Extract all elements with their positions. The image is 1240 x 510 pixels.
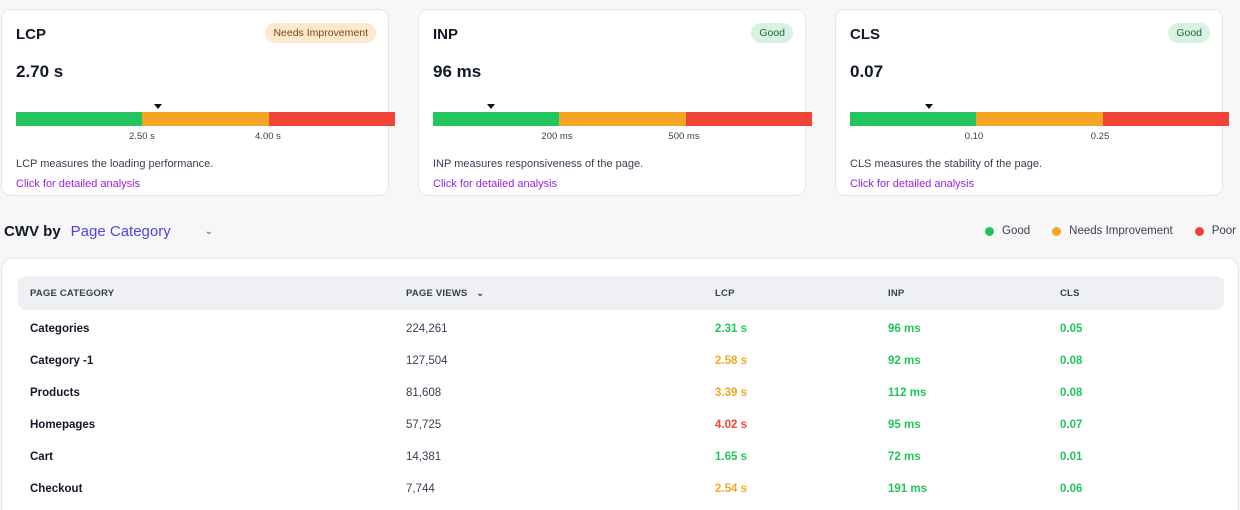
cls-marker bbox=[925, 104, 933, 109]
legend-label: Poor bbox=[1211, 225, 1236, 237]
table-row: Cart 14,381 1.65 s 72 ms 0.01 bbox=[18, 442, 1224, 474]
header-cls: CLS bbox=[1060, 288, 1080, 299]
cls-card: CLS Good 0.07 0.10 0.25 CLS measures the… bbox=[835, 9, 1229, 196]
legend-item-poor: Poor bbox=[1194, 225, 1236, 237]
dropdown-selected-value: Page Category bbox=[70, 223, 171, 240]
cwv-by-header: CWV by Page Category ⌄ bbox=[4, 223, 213, 240]
good-segment bbox=[16, 112, 143, 126]
header-page-views-label: PAGE VIEWS bbox=[406, 288, 468, 299]
row-lcp: 2.54 s bbox=[715, 483, 747, 495]
inp-title: INP bbox=[433, 26, 459, 43]
row-page-category: Category -1 bbox=[30, 355, 94, 367]
page-category-dropdown[interactable]: Page Category ⌄ bbox=[71, 223, 213, 240]
lcp-card: LCP Needs Improvement 2.70 s 2.50 s 4.00… bbox=[1, 9, 395, 196]
table-row: Homepages 57,725 4.02 s 95 ms 0.07 bbox=[18, 410, 1224, 442]
inp-threshold-bar bbox=[433, 112, 812, 126]
good-segment bbox=[433, 112, 560, 126]
good-segment bbox=[850, 112, 977, 126]
table-row: Category -1 127,504 2.58 s 92 ms 0.08 bbox=[18, 346, 1224, 378]
row-cls: 0.07 bbox=[1060, 419, 1083, 431]
cls-status-badge: Good bbox=[1168, 23, 1210, 43]
cls-threshold-bar bbox=[850, 112, 1229, 126]
row-lcp: 2.58 s bbox=[715, 355, 747, 367]
row-inp: 92 ms bbox=[888, 355, 921, 367]
needs-improvement-dot-icon bbox=[1052, 226, 1062, 236]
header-page-category: PAGE CATEGORY bbox=[30, 288, 115, 299]
row-cls: 0.08 bbox=[1060, 387, 1083, 399]
inp-marker bbox=[487, 104, 495, 109]
row-page-category: Checkout bbox=[30, 483, 83, 495]
row-lcp: 1.65 s bbox=[715, 451, 747, 463]
chevron-down-icon: ⌄ bbox=[204, 226, 214, 237]
lcp-title: LCP bbox=[16, 26, 46, 43]
legend-label: Needs Improvement bbox=[1069, 225, 1173, 237]
needs-improvement-segment bbox=[559, 112, 686, 126]
legend-label: Good bbox=[1002, 225, 1031, 237]
row-lcp: 4.02 s bbox=[715, 419, 747, 431]
row-page-category: Homepages bbox=[30, 419, 96, 431]
row-page-category: Categories bbox=[30, 323, 90, 335]
needs-improvement-segment bbox=[976, 112, 1103, 126]
table-row: Products 81,608 3.39 s 112 ms 0.08 bbox=[18, 378, 1224, 410]
lcp-threshold-good: 2.50 s bbox=[129, 131, 155, 142]
inp-status-badge: Good bbox=[751, 23, 793, 43]
cls-value: 0.07 bbox=[850, 62, 884, 81]
poor-segment bbox=[685, 112, 812, 126]
row-inp: 191 ms bbox=[888, 483, 928, 495]
lcp-marker bbox=[154, 104, 162, 109]
row-page-category: Cart bbox=[30, 451, 54, 463]
row-inp: 95 ms bbox=[888, 419, 921, 431]
row-inp: 72 ms bbox=[888, 451, 921, 463]
poor-segment bbox=[268, 112, 395, 126]
inp-threshold-poor: 500 ms bbox=[668, 131, 700, 142]
cwv-by-label: CWV by bbox=[4, 223, 61, 240]
row-page-category: Products bbox=[30, 387, 80, 399]
row-cls: 0.05 bbox=[1060, 323, 1083, 335]
header-page-views-sort[interactable]: PAGE VIEWS ⌄ bbox=[406, 288, 484, 299]
poor-dot-icon bbox=[1194, 226, 1204, 236]
cls-threshold-good: 0.10 bbox=[964, 131, 984, 142]
legend-item-needs-improvement: Needs Improvement bbox=[1052, 225, 1173, 237]
row-cls: 0.06 bbox=[1060, 483, 1083, 495]
legend-item-good: Good bbox=[985, 225, 1030, 237]
row-page-views: 7,744 bbox=[406, 483, 435, 495]
row-cls: 0.01 bbox=[1060, 451, 1083, 463]
table-row: Categories 224,261 2.31 s 96 ms 0.05 bbox=[18, 314, 1224, 346]
row-cls: 0.08 bbox=[1060, 355, 1083, 367]
lcp-detailed-analysis-link[interactable]: Click for detailed analysis bbox=[16, 178, 141, 190]
row-page-views: 224,261 bbox=[406, 323, 448, 335]
good-dot-icon bbox=[985, 226, 995, 236]
lcp-description: LCP measures the loading performance. bbox=[16, 158, 214, 170]
poor-segment bbox=[1102, 112, 1229, 126]
needs-improvement-segment bbox=[142, 112, 269, 126]
header-lcp: LCP bbox=[715, 288, 735, 299]
cls-threshold-poor: 0.25 bbox=[1090, 131, 1110, 142]
cwv-table: PAGE CATEGORY PAGE VIEWS ⌄ LCP INP CLS C… bbox=[1, 258, 1239, 510]
lcp-status-badge: Needs Improvement bbox=[265, 23, 376, 43]
inp-description: INP measures responsiveness of the page. bbox=[433, 158, 644, 170]
row-page-views: 81,608 bbox=[406, 387, 442, 399]
inp-detailed-analysis-link[interactable]: Click for detailed analysis bbox=[433, 178, 558, 190]
header-inp: INP bbox=[888, 288, 905, 299]
inp-value: 96 ms bbox=[433, 62, 482, 81]
table-row: Checkout 7,744 2.54 s 191 ms 0.06 bbox=[18, 474, 1224, 506]
legend: Good Needs Improvement Poor bbox=[963, 225, 1236, 237]
row-lcp: 3.39 s bbox=[715, 387, 747, 399]
row-page-views: 127,504 bbox=[406, 355, 448, 367]
cls-detailed-analysis-link[interactable]: Click for detailed analysis bbox=[850, 178, 975, 190]
row-page-views: 57,725 bbox=[406, 419, 442, 431]
inp-card: INP Good 96 ms 200 ms 500 ms INP measure… bbox=[418, 9, 812, 196]
table-header: PAGE CATEGORY PAGE VIEWS ⌄ LCP INP CLS bbox=[18, 276, 1224, 310]
lcp-threshold-poor: 4.00 s bbox=[255, 131, 281, 142]
lcp-value: 2.70 s bbox=[16, 62, 64, 81]
row-inp: 96 ms bbox=[888, 323, 921, 335]
row-lcp: 2.31 s bbox=[715, 323, 747, 335]
inp-threshold-good: 200 ms bbox=[541, 131, 573, 142]
cls-title: CLS bbox=[850, 26, 880, 43]
row-inp: 112 ms bbox=[888, 387, 927, 399]
lcp-threshold-bar bbox=[16, 112, 395, 126]
cls-description: CLS measures the stability of the page. bbox=[850, 158, 1042, 170]
sort-chevron-icon: ⌄ bbox=[476, 288, 485, 298]
row-page-views: 14,381 bbox=[406, 451, 442, 463]
